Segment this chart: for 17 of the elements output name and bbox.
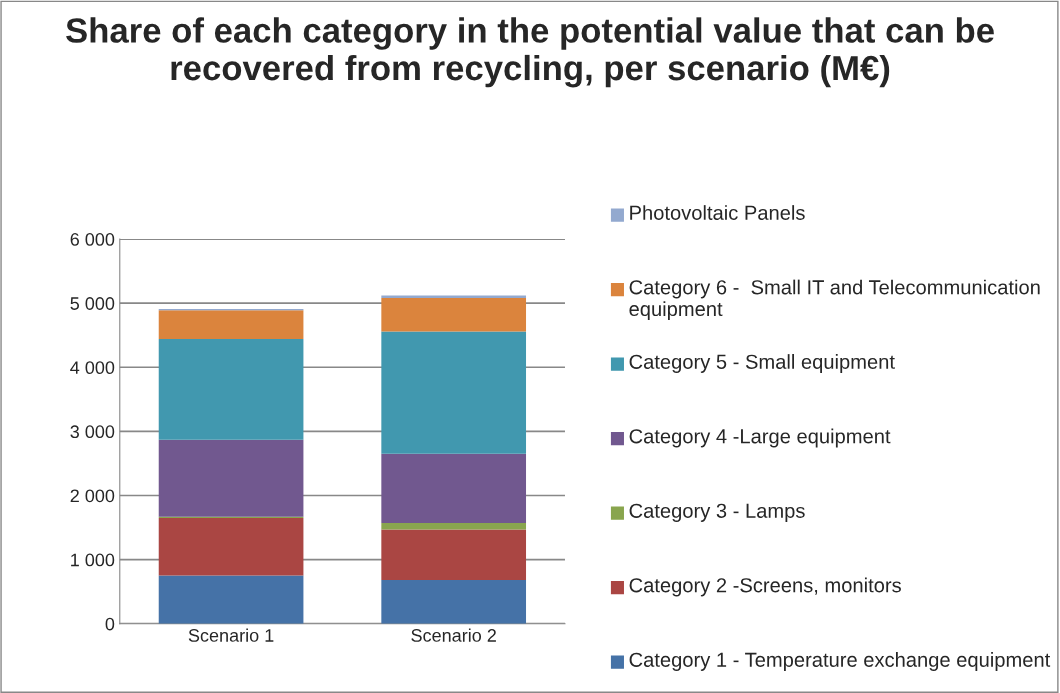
legend-label: Category 3 - Lamps <box>629 503 805 522</box>
legend-label: Category 4 -Large equipment <box>629 428 891 448</box>
y-tick-label: 0 <box>105 617 115 631</box>
y-tick-label: 3 000 <box>70 425 115 439</box>
legend-label: Photovoltaic Panels <box>630 205 805 220</box>
x-tick-label: Scenario 2 <box>411 628 496 642</box>
y-tick-label: 2 000 <box>70 489 115 503</box>
legend-label: Category 5 - Small equipment <box>629 354 895 373</box>
y-tick-label: 1 000 <box>71 553 115 567</box>
y-tick-label: 6 000 <box>70 233 115 246</box>
y-tick-label: 5 000 <box>70 297 115 310</box>
legend-label: Category 2 -Screens, monitors <box>629 577 901 597</box>
x-tick-label: Scenario 1 <box>188 628 274 642</box>
legend-label: Category 1 - Temperature exchange equipment <box>629 652 1051 671</box>
chart-title: Share of each category in the potential value that can be recovered from recycling, per scenario (M€) <box>66 17 994 88</box>
legend-label: Category 6 - Small IT and Telecommunication equipment <box>629 279 1040 321</box>
y-tick-label: 4 000 <box>70 361 115 375</box>
